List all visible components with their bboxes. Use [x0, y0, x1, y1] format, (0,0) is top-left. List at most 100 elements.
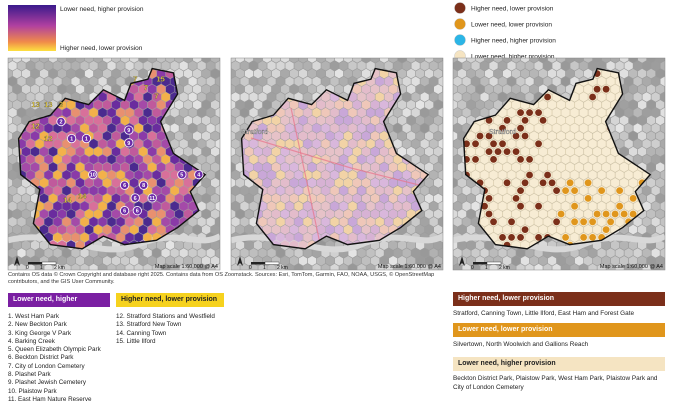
hex: [116, 216, 125, 227]
hex: [339, 263, 348, 270]
hex: [330, 216, 339, 227]
hex: [285, 61, 294, 71]
hex: [561, 123, 570, 134]
hex: [222, 77, 230, 87]
hex: [334, 256, 344, 266]
road: [290, 107, 322, 249]
hex: [8, 146, 13, 157]
hex: [379, 162, 389, 173]
hex: [179, 263, 188, 270]
hex: [211, 224, 220, 235]
hex: [669, 77, 678, 87]
hex: [231, 209, 236, 219]
scale-bar: [28, 262, 42, 265]
hex: [44, 248, 53, 258]
hex: [0, 155, 8, 165]
hex: [285, 185, 294, 196]
scale-label: 0: [471, 265, 474, 271]
hex: [389, 58, 398, 63]
hex: [665, 162, 673, 172]
hex: [579, 45, 587, 55]
hex: [570, 107, 579, 118]
hex: [425, 178, 434, 188]
hex: [249, 123, 258, 134]
hex: [321, 154, 330, 165]
hex: [179, 45, 188, 55]
need-dot: [494, 148, 502, 156]
hex: [271, 146, 281, 157]
hex: [174, 193, 184, 204]
hex: [39, 193, 49, 204]
hex: [357, 138, 366, 149]
hex: [0, 162, 3, 172]
hex: [411, 263, 420, 270]
hex: [357, 107, 366, 118]
hex: [152, 201, 161, 212]
hex: [0, 194, 3, 204]
hex: [444, 248, 452, 258]
hex: [339, 107, 348, 118]
hex: [411, 217, 420, 227]
hex: [321, 45, 329, 55]
hex: [294, 45, 302, 55]
hex: [240, 248, 249, 258]
hex: [443, 209, 452, 219]
hex: [561, 76, 570, 87]
hex: [8, 58, 13, 63]
hex: [375, 138, 384, 149]
hex: [179, 185, 188, 196]
hex: [157, 256, 166, 266]
hex: [665, 147, 674, 157]
need-dot: [535, 140, 542, 148]
hex: [343, 84, 353, 94]
hex: [606, 263, 615, 270]
hex: [80, 154, 89, 165]
hex: [215, 170, 220, 180]
hex: [0, 264, 8, 274]
hex: [12, 115, 22, 126]
hex: [220, 225, 228, 235]
hex: [53, 138, 62, 149]
hex: [276, 216, 285, 227]
hex: [48, 177, 58, 188]
hex: [574, 130, 584, 142]
hex: [665, 53, 673, 63]
hex: [197, 92, 206, 102]
hex: [280, 68, 290, 79]
hex: [197, 263, 206, 270]
hex: [384, 248, 393, 258]
hex: [138, 115, 148, 126]
hex: [507, 154, 516, 165]
hex: [298, 224, 308, 235]
hex: [62, 201, 71, 212]
hex: [471, 185, 480, 196]
hex: [222, 186, 230, 196]
hex: [615, 216, 625, 227]
hex: [249, 92, 258, 102]
hex: [620, 256, 629, 266]
hex: [620, 240, 629, 250]
hex: [597, 107, 607, 118]
hex: [670, 139, 678, 149]
hex: [543, 107, 552, 118]
hex: [206, 45, 215, 55]
hex: [222, 45, 230, 55]
hex: [398, 256, 407, 266]
hex: [583, 84, 593, 95]
hex: [66, 115, 76, 126]
hex: [222, 170, 230, 180]
need-dot: [589, 218, 597, 226]
hex: [285, 138, 294, 149]
hex: [561, 45, 569, 55]
hex: [565, 130, 575, 142]
hex: [276, 76, 285, 87]
hex: [220, 84, 228, 94]
hex: [89, 232, 98, 243]
need-dot: [512, 195, 520, 202]
hex: [443, 256, 452, 266]
hex: [325, 146, 335, 157]
hex: [197, 201, 206, 211]
hex: [511, 177, 521, 188]
hex: [389, 240, 398, 250]
hex: [235, 68, 245, 79]
